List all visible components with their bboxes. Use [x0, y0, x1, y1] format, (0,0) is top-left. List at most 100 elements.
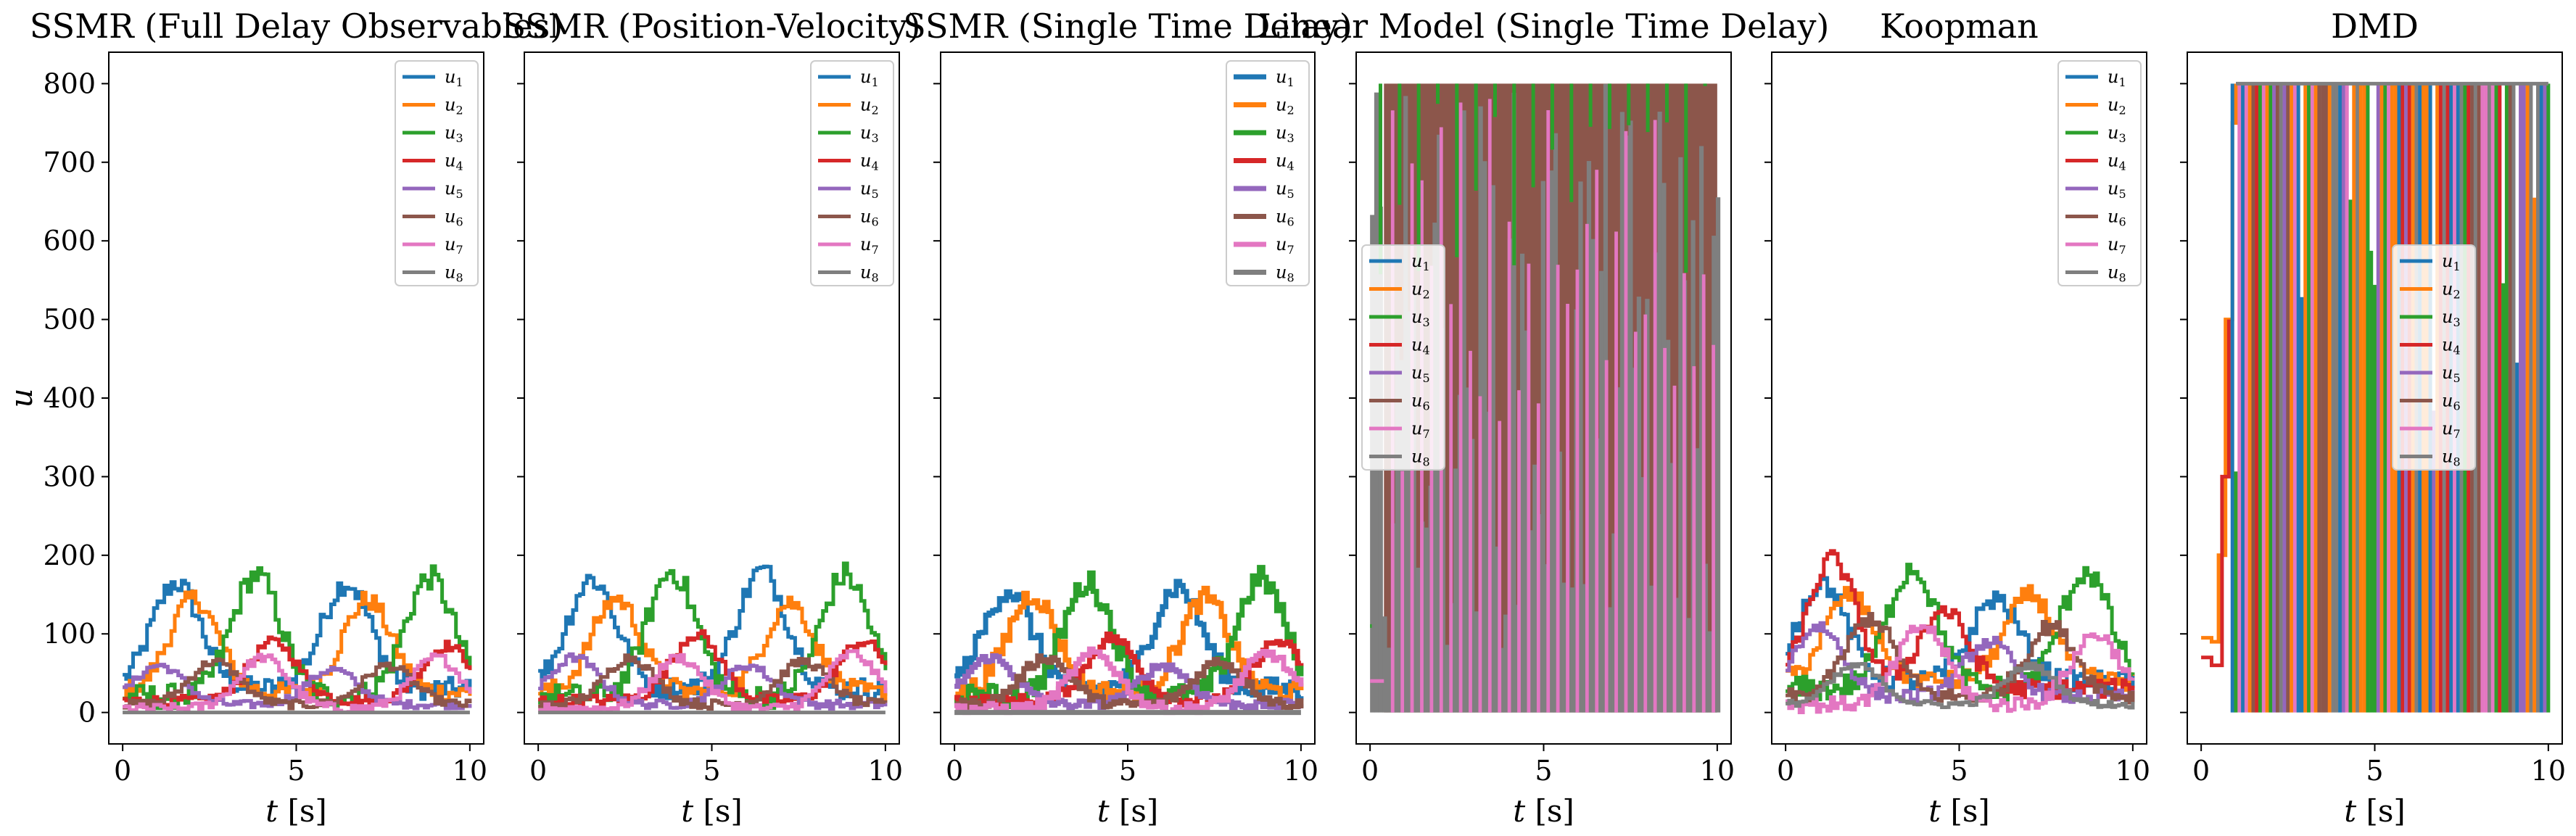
series-bar-u8: [1599, 270, 1604, 713]
legend-label-u6: u6: [860, 207, 879, 229]
legend-box: [1226, 60, 1310, 286]
y-tick-label: 0: [78, 697, 96, 729]
series-bar-u8: [1674, 597, 1679, 713]
series-bar-u8: [1707, 631, 1712, 713]
series-bar-u8: [1395, 344, 1400, 713]
series-bar-u7: [1517, 390, 1521, 713]
legend-box: [1361, 244, 1445, 471]
plot-area: [538, 561, 888, 715]
legend-label-u5: u5: [2442, 363, 2461, 385]
series-bar-u7: [1429, 265, 1434, 713]
x-tick-label: 0: [946, 755, 963, 787]
x-tick-label: 10: [1284, 755, 1318, 787]
series-bar-u8: [1416, 567, 1421, 713]
series-bar-u8: [1382, 616, 1387, 713]
series-bar-u8: [1698, 146, 1704, 713]
series-bar-u7: [1400, 471, 1405, 713]
series-bar-u7: [1507, 221, 1511, 713]
series-bar-u8: [1470, 439, 1475, 713]
x-tick-label: 10: [453, 755, 487, 787]
legend-label-u6: u6: [2442, 391, 2461, 413]
series-bar-u8: [1490, 185, 1495, 713]
legend-label-u1: u1: [2442, 251, 2461, 273]
legend: u1 u2 u3 u4 u5 u6 u7 u8: [2392, 244, 2476, 471]
plot-area: [123, 564, 472, 715]
series-bar-u8: [1590, 239, 1595, 713]
legend-label-u7: u7: [2442, 418, 2461, 441]
series-bar-u8: [1440, 328, 1446, 713]
series-line-u8: [1786, 661, 2135, 710]
series-bar-u8: [1695, 448, 1700, 713]
series-bar-u7: [1614, 231, 1618, 713]
series-line-u1: [954, 579, 1304, 700]
y-tick-label: 200: [43, 539, 96, 571]
x-axis-label: t [s]: [1097, 793, 1159, 829]
series-bar-u8: [1553, 133, 1559, 713]
legend-label-u8: u8: [1411, 447, 1430, 469]
legend-box: [2392, 244, 2476, 471]
y-tick-label: 600: [43, 225, 96, 257]
legend-label-u7: u7: [2108, 234, 2126, 257]
series-bar-u8: [1387, 647, 1392, 713]
series-bar-u7: [1595, 170, 1599, 713]
legend: u1 u2 u3 u4 u5 u6 u7 u8: [1226, 60, 1310, 286]
series-bar-u7: [1478, 396, 1482, 713]
series-bar-u7: [1536, 403, 1540, 713]
x-tick-label: 10: [868, 755, 903, 787]
series-bar-u8: [1495, 546, 1500, 713]
x-tick-label: 10: [2115, 755, 2150, 787]
subplot-4: 0 5 10 Linear Model (Single Time Delay) t [s…: [1258, 7, 1830, 829]
series-line-u6: [123, 657, 472, 711]
series-bar-u8: [1586, 161, 1592, 713]
series-bar-u8: [1649, 585, 1654, 713]
subplot-title: SSMR (Single Time Delay): [903, 7, 1352, 46]
x-tick-label: 10: [1700, 755, 1735, 787]
series-line-u6: [954, 653, 1304, 712]
legend-label-u5: u5: [860, 178, 879, 201]
x-axis-label: t [s]: [681, 793, 743, 829]
legend-label-u4: u4: [860, 151, 879, 173]
series-bar-u8: [1616, 387, 1621, 713]
series-line-u4: [2201, 319, 2231, 668]
series-bar-u8: [1703, 563, 1708, 713]
series-bar-u7: [1604, 360, 1609, 713]
series-bar-u7: [1556, 265, 1560, 713]
legend-label-u2: u2: [860, 95, 879, 117]
legend-label-u6: u6: [2108, 207, 2126, 229]
series-bar-u8: [1628, 120, 1633, 713]
legend: u1 u2 u3 u4 u5 u6 u7 u8: [2057, 60, 2142, 286]
series-line-u5: [123, 663, 472, 711]
subplot-title: SSMR (Position-Velocity): [503, 7, 921, 46]
series-bar-u7: [1663, 347, 1667, 713]
series-line-u7: [538, 649, 888, 714]
series-bar-u7: [1566, 304, 1569, 713]
series-bar-u8: [1678, 157, 1683, 713]
series-bar-u8: [1715, 197, 1721, 713]
series-bar-u7: [1585, 223, 1589, 713]
x-tick-label: 0: [114, 755, 131, 787]
plot-area: [1786, 549, 2135, 714]
legend-label-u3: u3: [2108, 123, 2126, 145]
y-tick-label: 800: [43, 67, 96, 99]
series-bar-u8: [1499, 647, 1504, 713]
legend-label-u8: u8: [445, 262, 463, 285]
legend-label-u3: u3: [860, 123, 879, 145]
x-tick-label: 0: [2192, 755, 2210, 787]
series-bar-u8: [1645, 299, 1650, 713]
series-bar-u7: [1692, 366, 1696, 713]
series-bar-u8: [1528, 530, 1533, 713]
x-tick-label: 5: [287, 755, 305, 787]
series-bar-u7: [1643, 314, 1648, 713]
series-line-u4: [1786, 549, 2135, 700]
legend-label-u1: u1: [1276, 67, 1295, 89]
legend-box: [2057, 60, 2142, 286]
series-bar-u7: [1449, 304, 1453, 713]
series-bar-u8: [1482, 161, 1487, 713]
legend-label-u8: u8: [2442, 447, 2461, 469]
legend-label-u4: u4: [1411, 335, 1430, 357]
x-tick-label: 0: [1361, 755, 1379, 787]
series-bar-u8: [1461, 110, 1466, 713]
legend-label-u2: u2: [1276, 95, 1295, 117]
plot-area: [2201, 81, 2551, 713]
